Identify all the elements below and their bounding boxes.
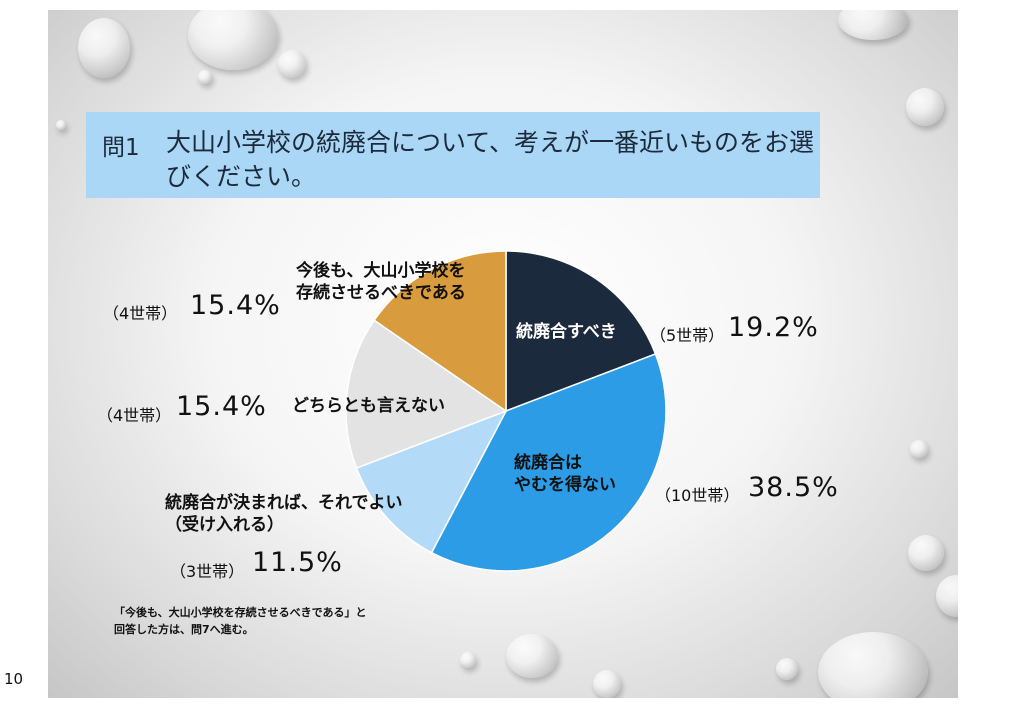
footnote-line-1: 「今後も、大山小学校を存続させるべきである」と	[114, 606, 367, 619]
question-box: 問1 大山小学校の統廃合について、考えが一番近いものをお選びください。	[86, 112, 820, 198]
footnote-line-2: 回答した方は、問7へ進む。	[114, 623, 254, 636]
households-neither: （4世帯）	[97, 406, 172, 425]
water-drop	[936, 575, 958, 617]
slice-label-accept: 統廃合が決まれば、それでよい （受け入れる）	[165, 493, 403, 535]
percent-keep-school: 15.4%	[190, 290, 281, 321]
pie-slice-keep-school	[373, 250, 507, 413]
water-drop	[906, 88, 944, 126]
water-drop	[78, 18, 130, 78]
percent-should-merge: 19.2%	[728, 312, 819, 343]
slice-label-unavoidable: 統廃合は やむを得ない	[514, 453, 616, 495]
pie-slice-should-merge	[505, 250, 657, 413]
water-drop	[818, 632, 928, 698]
slice-label-neither: どちらとも言えない	[292, 396, 445, 416]
water-drop	[188, 10, 278, 70]
water-drop	[56, 120, 66, 130]
water-drop	[506, 634, 558, 678]
pie-slice-unavoidable	[430, 353, 667, 572]
question-text: 大山小学校の統廃合について、考えが一番近いものをお選びください。	[166, 128, 815, 191]
pie-slice-accept	[355, 409, 508, 554]
percent-accept: 11.5%	[252, 547, 343, 578]
households-unavoidable: （10世帯）	[655, 486, 740, 505]
water-drop	[460, 652, 476, 668]
water-drop	[278, 50, 306, 78]
pie-slice-neither	[345, 319, 508, 469]
households-should-merge: （5世帯）	[650, 326, 725, 345]
page-number: 10	[4, 670, 24, 688]
water-drop	[908, 535, 944, 571]
slice-label-keep-school: 今後も、大山小学校を 存続させるべきである	[296, 261, 466, 303]
question-number: 問1	[102, 135, 140, 161]
water-drop	[593, 670, 621, 698]
percent-unavoidable: 38.5%	[748, 472, 839, 503]
households-accept: （3世帯）	[170, 562, 245, 581]
water-drop	[910, 440, 928, 458]
water-drop	[198, 70, 212, 84]
percent-neither: 15.4%	[176, 391, 267, 422]
households-keep-school: （4世帯）	[103, 304, 178, 323]
footnote: 「今後も、大山小学校を存続させるべきである」と 回答した方は、問7へ進む。	[114, 604, 367, 638]
slice-label-should-merge: 統廃合すべき	[516, 322, 617, 342]
water-drop	[776, 658, 798, 680]
